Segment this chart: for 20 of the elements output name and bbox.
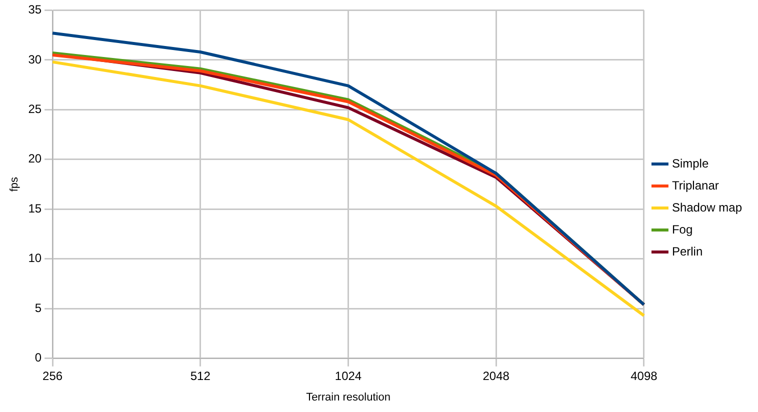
x-tick-label: 1024 [334,368,362,383]
y-tick-label: 20 [28,152,42,166]
y-tick-label: 5 [34,300,42,315]
x-tick-label: 4098 [630,368,658,383]
y-tick-label: 30 [28,52,42,66]
y-axis-title: fps [8,176,21,192]
y-tick-label: 0 [34,350,42,365]
x-axis-title: Terrain resolution [306,391,390,404]
x-tick-label: 2048 [482,368,510,383]
legend-label: Triplanar [672,178,719,192]
y-tick-label: 15 [28,201,42,216]
legend-label: Perlin [672,244,703,258]
y-tick-label: 25 [28,102,42,116]
legend-label: Simple [672,156,709,170]
legend-label: Fog [672,222,693,236]
y-tick-label: 10 [28,251,42,266]
x-tick-label: 256 [42,368,63,383]
legend-label: Shadow map [672,200,742,214]
x-tick-label: 512 [190,368,211,383]
y-tick-label: 35 [28,2,42,17]
